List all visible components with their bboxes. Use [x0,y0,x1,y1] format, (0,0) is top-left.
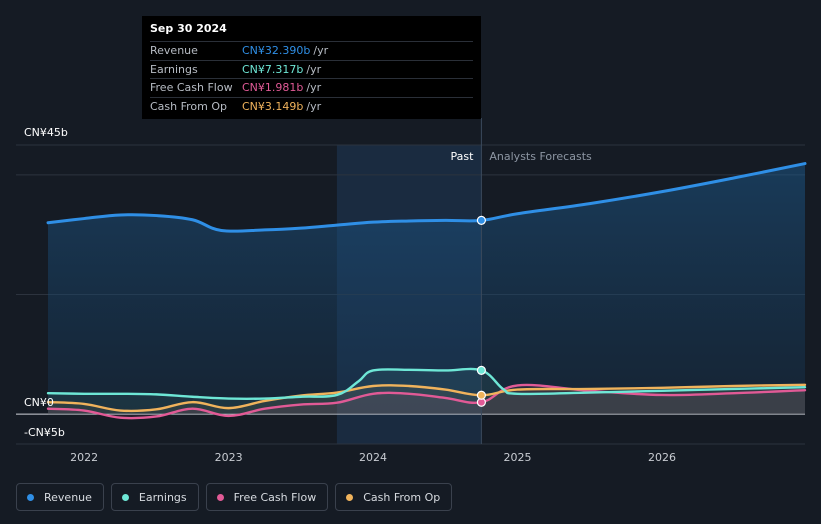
tooltip: Sep 30 2024 Revenue CN¥32.390b /yr Earni… [142,16,481,119]
y-tick-label: CN¥0 [24,396,54,409]
y-tick-label: -CN¥5b [24,426,65,439]
x-tick-label: 2025 [504,451,532,464]
tooltip-unit: /yr [313,44,329,58]
series-line-earnings [46,367,807,400]
tooltip-row-earnings: Earnings CN¥7.317b /yr [150,59,473,79]
series-line-cash-from-op [46,383,807,413]
tooltip-unit: /yr [306,62,322,76]
tooltip-label: Free Cash Flow [150,81,233,95]
tooltip-value: CN¥3.149b [242,99,304,113]
tooltip-value: CN¥1.981b [242,81,304,95]
legend-dot-icon [27,493,34,501]
series-line-revenue [46,162,807,233]
forecast-label: Analysts Forecasts [489,150,592,163]
legend-dot-icon [121,493,129,501]
x-tick-label: 2023 [215,451,243,464]
legend-item-earnings[interactable]: Earnings [110,483,199,511]
past-label: Past [450,150,474,163]
legend: Revenue Earnings Free Cash Flow Cash Fro… [16,483,453,511]
x-tick-label: 2022 [70,451,98,464]
x-tick-label: 2026 [648,451,676,464]
tooltip-row-cash-from-op: Cash From Op CN¥3.149b /yr [150,96,473,116]
tooltip-value: CN¥32.390b [242,44,311,58]
tooltip-date: Sep 30 2024 [150,22,227,35]
legend-dot-icon [346,493,354,501]
tooltip-row-free-cash-flow: Free Cash Flow CN¥1.981b /yr [150,78,473,97]
tooltip-label: Cash From Op [150,99,228,113]
legend-label: Free Cash Flow [233,490,317,504]
legend-item-cash-from-op[interactable]: Cash From Op [335,483,453,511]
legend-item-revenue[interactable]: Revenue [16,483,104,511]
tooltip-label: Earnings [150,62,198,76]
legend-label: Cash From Op [363,490,441,504]
legend-item-free-cash-flow[interactable]: Free Cash Flow [205,483,329,511]
y-tick-label: CN¥45b [24,126,68,139]
tooltip-unit: /yr [306,81,322,95]
revenue-area [48,163,805,415]
tooltip-value: CN¥7.317b [242,62,304,76]
point-marker [476,215,486,226]
legend-dot-icon [216,493,224,501]
tooltip-label: Revenue [150,44,198,58]
legend-label: Earnings [138,490,187,504]
legend-label: Revenue [44,490,92,504]
point-marker [476,365,486,375]
point-marker [476,390,486,400]
x-tick-label: 2024 [359,451,387,464]
series-area [48,368,805,415]
tooltip-unit: /yr [306,99,322,113]
tooltip-row-revenue: Revenue CN¥32.390b /yr [150,41,473,60]
